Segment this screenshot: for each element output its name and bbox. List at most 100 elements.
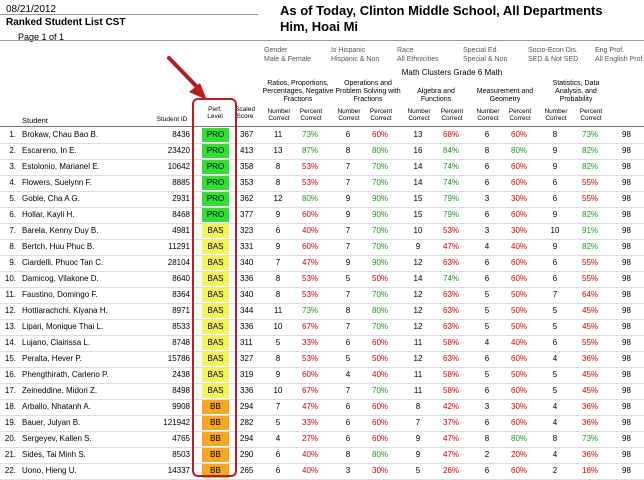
- percent-value: 98: [622, 178, 631, 187]
- table-row[interactable]: 3. Estolonio, Marianel E. 10642 PRO 358 8 53% 7…: [0, 159, 644, 175]
- col-header-percent-correct: Percent Correct: [579, 108, 603, 122]
- percent-correct: 79%: [443, 210, 460, 219]
- percent-correct: 50%: [372, 354, 389, 363]
- table-row[interactable]: 14. Lujano, Clairissa L. 8748 BAS 311 5 33% 6 60…: [0, 335, 644, 351]
- percent-correct: 70%: [372, 322, 389, 331]
- scaled-score: 340: [240, 290, 254, 299]
- table-row[interactable]: 17. Zeineddine, Midori Z. 8498 BAS 336 10 67% 7…: [0, 383, 644, 399]
- student-name: Peralta, Hever P.: [22, 354, 82, 363]
- percent-correct: 90%: [372, 194, 389, 203]
- percent-correct: 55%: [582, 178, 599, 187]
- percent-value: 98: [622, 274, 631, 283]
- number-correct: 5: [345, 274, 351, 283]
- table-row[interactable]: 2. Escareno, In E. 23420 PRO 413 13 87% 8 80% 16 8…: [0, 143, 644, 159]
- table-row[interactable]: 9. Ciardelli, Phuoc Tan C. 28104 BAS 340 7 47%…: [0, 255, 644, 271]
- filter-special-ed: Special Ed. Special & Non: [463, 47, 508, 63]
- perf-level-badge: BAS: [202, 256, 229, 270]
- rank-number: 6.: [9, 210, 16, 219]
- number-correct: 6: [484, 258, 490, 267]
- number-correct: 6: [552, 258, 558, 267]
- table-row[interactable]: 18. Arballo, Nhatanh A. 9908 BB 294 7 47% 6 60% 8…: [0, 399, 644, 415]
- percent-correct: 26%: [443, 466, 460, 475]
- number-correct: 13: [273, 146, 283, 155]
- table-row[interactable]: 15. Peralta, Hever P. 15786 BAS 327 8 53% 5 50% 1…: [0, 351, 644, 367]
- number-correct: 9: [415, 434, 421, 443]
- student-name: Goble, Cha A G.: [22, 194, 80, 203]
- percent-correct: 30%: [372, 466, 389, 475]
- number-correct: 7: [275, 402, 281, 411]
- table-row[interactable]: 16. Phengthirath, Carleno P. 2438 BAS 319 9 60…: [0, 367, 644, 383]
- percent-value: 98: [622, 370, 631, 379]
- col-header-perf-level: Perf. Level: [207, 106, 223, 120]
- percent-correct: 45%: [582, 322, 599, 331]
- number-correct: 8: [552, 130, 558, 139]
- percent-correct: 63%: [443, 258, 460, 267]
- table-row[interactable]: 8. Bertch, Huu Phuc B. 11291 BAS 331 9 60% 7 70%…: [0, 239, 644, 255]
- number-correct: 7: [345, 290, 351, 299]
- table-row[interactable]: 5. Goble, Cha A G. 2931 PRO 362 12 80% 9 90% 15 79…: [0, 191, 644, 207]
- number-correct: 7: [275, 258, 281, 267]
- table-row[interactable]: 1. Brokaw, Chau Bao B. 8436 PRO 367 11 73% 6 60%…: [0, 127, 644, 143]
- table-row[interactable]: 6. Hollar, Kayli H. 8468 PRO 377 9 60% 9 90% 15 79…: [0, 207, 644, 223]
- number-correct: 6: [484, 386, 490, 395]
- filter-eng-prof: Eng Prof. All English Prof.: [595, 47, 644, 63]
- student-id: 14337: [167, 466, 190, 475]
- rank-number: 9.: [9, 258, 16, 267]
- percent-value: 98: [622, 466, 631, 475]
- number-correct: 6: [484, 178, 490, 187]
- row-divider: [0, 191, 644, 192]
- percent-correct: 37%: [443, 418, 460, 427]
- percent-correct: 63%: [443, 306, 460, 315]
- rank-number: 19.: [4, 418, 16, 427]
- perf-level-badge: BAS: [202, 288, 229, 302]
- table-row[interactable]: 22. Uono, Hieng U. 14337 BB 265 6 40% 3 30% 5 26% 6…: [0, 463, 644, 479]
- number-correct: 16: [413, 146, 423, 155]
- student-name: Lipari, Monique Thai L.: [22, 322, 104, 331]
- table-row[interactable]: 11. Faustino, Domingo F. 8364 BAS 340 8 53% 7 70…: [0, 287, 644, 303]
- number-correct: 4: [552, 354, 558, 363]
- number-correct: 4: [552, 418, 558, 427]
- table-row[interactable]: 20. Sergeyev, Kallen S. 4765 BB 294 4 27% 6 60% 9…: [0, 431, 644, 447]
- percent-correct: 18%: [582, 466, 599, 475]
- col-header-number-correct: Number Correct: [267, 108, 291, 122]
- percent-correct: 53%: [443, 226, 460, 235]
- table-row[interactable]: 19. Bauer, Julyan B. 121942 BB 282 5 33% 6 60% 7 3…: [0, 415, 644, 431]
- row-divider: [0, 239, 644, 240]
- cluster-header: Statistics, Data Analysis, and Probabili…: [552, 80, 600, 103]
- table-row[interactable]: 7. Barela, Kenny Duy B. 4981 BAS 323 6 40% 7 70%…: [0, 223, 644, 239]
- student-id: 8364: [172, 290, 190, 299]
- table-row[interactable]: 10. Damicog, Vilakone D. 8640 BAS 336 8 53% 5 50…: [0, 271, 644, 287]
- scaled-score: 282: [240, 418, 254, 427]
- number-correct: 14: [413, 162, 423, 171]
- row-divider: [0, 319, 644, 320]
- percent-correct: 60%: [511, 354, 528, 363]
- percent-correct: 63%: [443, 290, 460, 299]
- table-row[interactable]: 4. Flowers, Suelynn F. 8885 PRO 353 8 53% 7 70% 1…: [0, 175, 644, 191]
- table-row[interactable]: 12. Hottiarachchi, Kiyana H. 8971 BAS 344 11 7…: [0, 303, 644, 319]
- number-correct: 7: [345, 242, 351, 251]
- number-correct: 12: [413, 306, 423, 315]
- row-divider: [0, 415, 644, 416]
- scaled-score: 331: [240, 242, 254, 251]
- percent-correct: 80%: [302, 194, 319, 203]
- percent-correct: 70%: [372, 226, 389, 235]
- number-correct: 5: [484, 322, 490, 331]
- percent-correct: 40%: [302, 450, 319, 459]
- number-correct: 3: [484, 402, 490, 411]
- rank-number: 10.: [4, 274, 16, 283]
- number-correct: 6: [345, 434, 351, 443]
- student-name: Bauer, Julyan B.: [22, 418, 81, 427]
- perf-level-badge: BAS: [202, 304, 229, 318]
- row-divider: [0, 463, 644, 464]
- table-row[interactable]: 21. Sides, Tai Minh S. 8503 BB 290 6 40% 8 80% 9 4…: [0, 447, 644, 463]
- table-row[interactable]: 13. Lipari, Monique Thai L. 8533 BAS 336 10 67…: [0, 319, 644, 335]
- number-correct: 11: [273, 306, 283, 315]
- percent-value: 98: [622, 194, 631, 203]
- perf-level-badge: BB: [202, 416, 229, 430]
- page-indicator: Page 1 of 1: [18, 32, 65, 42]
- student-id: 9908: [172, 402, 190, 411]
- percent-correct: 90%: [372, 210, 389, 219]
- row-divider: [0, 303, 644, 304]
- report-title: Ranked Student List CST: [6, 17, 126, 28]
- percent-correct: 55%: [582, 194, 599, 203]
